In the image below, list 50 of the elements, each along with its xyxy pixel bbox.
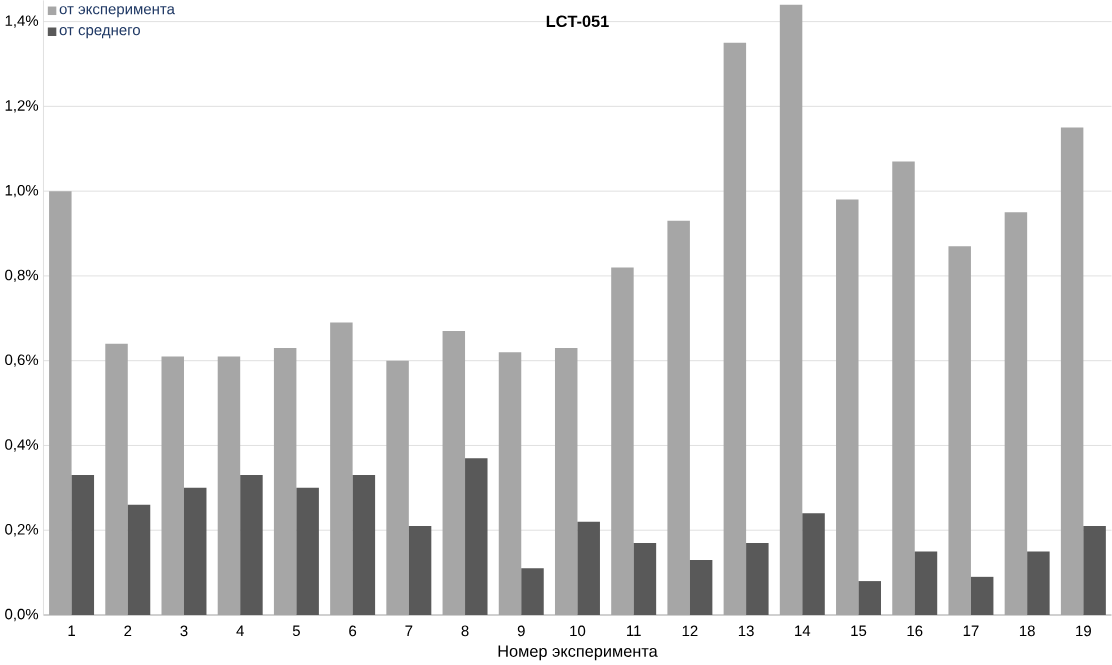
bar	[633, 543, 657, 616]
bar	[970, 576, 994, 616]
y-tick-label: 0,0%	[5, 608, 39, 622]
bar	[465, 458, 488, 616]
x-tick-label: 4	[236, 625, 244, 637]
bar	[689, 560, 713, 616]
x-tick-label: 3	[180, 625, 188, 637]
x-tick-label: 6	[349, 625, 357, 637]
x-tick-label: 11	[627, 625, 641, 637]
bar	[296, 487, 319, 616]
bar	[183, 487, 207, 616]
bar	[577, 521, 600, 616]
x-tick-label: 19	[1076, 625, 1091, 637]
bar	[408, 526, 432, 616]
x-tick-label: 17	[963, 625, 979, 637]
x-tick-label: 2	[124, 625, 132, 637]
bar	[71, 475, 95, 616]
y-tick-label: 1,0%	[5, 185, 39, 198]
x-tick-label: 18	[1019, 625, 1035, 637]
bar	[1083, 526, 1106, 616]
x-tick-label: 8	[461, 625, 469, 637]
text: LCT-051	[546, 15, 609, 28]
bar	[802, 513, 825, 616]
y-tick-label: 0,8%	[5, 269, 39, 283]
bar	[127, 504, 151, 616]
x-tick-label: 16	[907, 625, 923, 637]
y-tick-label: 0,2%	[5, 524, 39, 537]
bar	[914, 551, 938, 616]
x-tick-label: 9	[517, 625, 525, 637]
bar	[858, 581, 882, 616]
bar	[746, 543, 769, 616]
y-tick-label: 0,4%	[5, 439, 39, 452]
bar	[521, 568, 544, 616]
x-tick-label: 14	[795, 625, 811, 637]
legend-label: от эксперимента	[59, 6, 175, 18]
x-tick-label: 1	[68, 625, 75, 637]
y-tick-label: 1,2%	[5, 100, 39, 113]
legend-label: от среднего	[59, 27, 140, 39]
x-tick-label: 13	[738, 625, 754, 637]
bar	[352, 475, 376, 616]
x-tick-label: 5	[292, 625, 300, 637]
x-tick-label: 7	[405, 625, 413, 637]
bar	[240, 475, 263, 616]
x-tick-label: 10	[570, 625, 586, 637]
x-axis-title: Номер эксперимента	[498, 645, 658, 661]
y-tick-label: 0,6%	[5, 354, 39, 368]
x-tick-label: 12	[682, 625, 698, 637]
x-tick-label: 15	[851, 625, 867, 637]
bar	[1027, 551, 1050, 616]
y-tick-label: 1,4%	[5, 15, 39, 28]
